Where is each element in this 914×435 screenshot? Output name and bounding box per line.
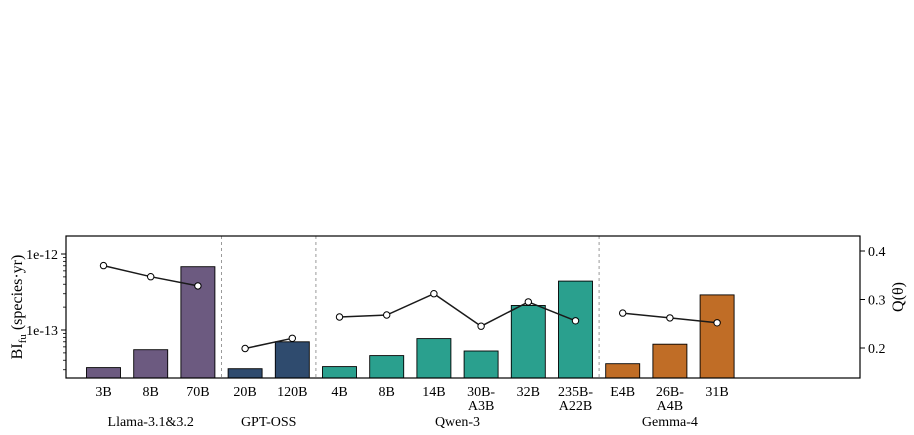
y-axis-label-left-unit: (species·yr) <box>9 255 26 335</box>
q-point <box>288 334 296 342</box>
x-tick-label: 120B <box>277 385 307 400</box>
x-tick-label: 30B-A3B <box>467 385 495 414</box>
y-axis-label-right: Q(θ) <box>890 282 907 312</box>
y-axis-label-left-main: BI <box>9 343 26 359</box>
bar-Qwen-3-4B <box>322 366 357 379</box>
q-point <box>383 311 391 319</box>
bar-Qwen-3-14B <box>416 338 452 379</box>
q-point <box>666 314 674 322</box>
right-tick-label: 0.2 <box>868 342 886 357</box>
y-axis-label-left-sub: fu <box>17 334 29 344</box>
x-tick-label: 32B <box>517 385 540 400</box>
y-axis-label-left: BIfu (species·yr) <box>9 255 29 360</box>
group-label-Qwen-3: Qwen-3 <box>435 415 480 430</box>
x-tick-label: 70B <box>186 385 209 400</box>
q-point <box>194 282 202 290</box>
q-line-GPT-OSS <box>244 337 293 350</box>
q-point <box>713 319 721 327</box>
x-tick-label: E4B <box>610 385 635 400</box>
left-tick-label: 1e-12 <box>26 248 58 263</box>
x-tick-label: 4B <box>331 385 347 400</box>
q-point <box>335 313 344 321</box>
q-line-Qwen-3 <box>339 292 576 328</box>
q-point <box>147 273 155 281</box>
axes-layer: 1e-12 1e-13 0.4 0.3 0.2 <box>26 245 886 371</box>
bar-Llama-3.1&3.2-3B <box>86 367 121 379</box>
bar-Qwen-3-8B <box>369 355 405 379</box>
x-tick-label: 8B <box>379 385 395 400</box>
group-label-GPT-OSS: GPT-OSS <box>241 415 297 430</box>
q-point <box>477 322 485 330</box>
bar-Gemma-4-26B-A4B <box>652 343 688 379</box>
bar-Qwen-3-30B-A3B <box>463 350 499 379</box>
q-point <box>619 309 627 317</box>
bar-GPT-OSS-120B <box>274 341 310 379</box>
bar-Qwen-3-32B <box>510 305 546 379</box>
group-labels: Llama-3.1&3.2 GPT-OSS Qwen-3 Gemma-4 <box>108 415 698 430</box>
bar-Gemma-4-31B <box>699 294 735 379</box>
bar-Qwen-3-235B-A22B <box>558 280 593 379</box>
q-point <box>241 344 249 353</box>
x-tick-labels: 3B 8B 70B 20B 120B 4B 8B 14B 30B-A3B 32B 235B-A22B… <box>95 385 728 414</box>
q-point <box>524 298 532 306</box>
bar-Llama-3.1&3.2-8B <box>133 349 169 379</box>
bar-Gemma-4-E4B <box>605 363 641 379</box>
right-tick-label: 0.3 <box>868 294 886 309</box>
q-point <box>571 317 580 325</box>
x-tick-label: 8B <box>143 385 159 400</box>
q-point <box>430 290 438 298</box>
x-tick-label: 235B-A22B <box>558 385 593 414</box>
x-tick-label: 14B <box>422 385 445 400</box>
x-tick-label: 20B <box>233 385 256 400</box>
q-lines-layer <box>99 261 721 353</box>
x-tick-label: 31B <box>705 385 728 400</box>
group-label-Gemma-4: Gemma-4 <box>642 415 698 430</box>
bars-layer <box>86 266 735 379</box>
right-tick-label: 0.4 <box>868 245 886 260</box>
left-tick-label: 1e-13 <box>26 324 58 339</box>
bar-GPT-OSS-20B <box>227 368 263 379</box>
x-tick-label: 26B-A4B <box>656 385 684 414</box>
group-label-Llama-3.1&3.2: Llama-3.1&3.2 <box>108 415 194 430</box>
q-point <box>99 261 108 270</box>
x-tick-label: 3B <box>95 385 111 400</box>
